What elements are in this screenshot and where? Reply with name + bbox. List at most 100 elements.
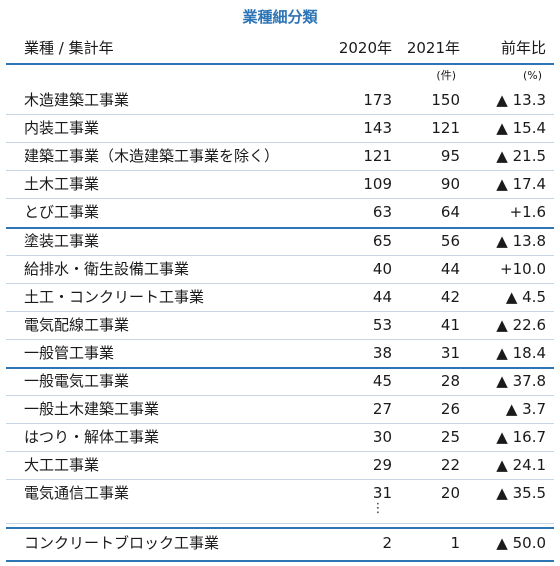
- row-separator: [6, 479, 554, 480]
- row-2020: 121: [363, 147, 392, 165]
- row-separator: [6, 423, 554, 424]
- table-row: はつり・解体工事業 30 25 ▲ 16.7: [0, 424, 560, 451]
- row-ratio: ▲ 37.8: [496, 372, 546, 390]
- row-2020: 31: [372, 484, 392, 502]
- row-ratio: ▲ 15.4: [496, 119, 546, 137]
- unit-row: (件) (%): [0, 68, 560, 84]
- row-separator: [6, 170, 554, 171]
- row-name: 塗装工事業: [24, 232, 100, 250]
- row-2020: 143: [363, 119, 392, 137]
- row-2021: 20: [440, 484, 460, 502]
- row-ratio: ▲ 35.5: [496, 484, 546, 502]
- table-row: 一般土木建築工事業 27 26 ▲ 3.7: [0, 396, 560, 423]
- table-row: 電気通信工事業 31 20 ▲ 35.5: [0, 480, 560, 507]
- table-row: 木造建築工事業 173 150 ▲ 13.3: [0, 87, 560, 114]
- row-2021: 44: [440, 260, 460, 278]
- row-separator: [6, 523, 554, 524]
- row-name: 一般電気工事業: [24, 372, 130, 390]
- row-ratio: +10.0: [500, 260, 546, 278]
- row-ratio: ▲ 22.6: [496, 316, 546, 334]
- row-name: とび工事業: [24, 203, 100, 221]
- header-name: 業種 / 集計年: [24, 39, 114, 57]
- row-separator: [6, 142, 554, 143]
- row-ratio: ▲ 18.4: [496, 344, 546, 362]
- table-row-last: コンクリートブロック工事業 2 1 ▲ 50.0: [0, 530, 560, 557]
- table-row: 土工・コンクリート工事業 44 42 ▲ 4.5: [0, 284, 560, 311]
- row-2020: 27: [372, 400, 392, 418]
- row-2021: 1: [450, 534, 460, 552]
- header-2021: 2021年: [406, 39, 460, 57]
- row-name: 土工・コンクリート工事業: [24, 288, 205, 306]
- row-ratio: +1.6: [509, 203, 546, 221]
- bottom-rule: [6, 560, 554, 562]
- table-title: 業種細分類: [242, 8, 318, 26]
- row-ratio: ▲ 3.7: [505, 400, 546, 418]
- row-name: 給排水・衛生設備工事業: [24, 260, 190, 278]
- table-row: 塗装工事業 65 56 ▲ 13.8: [0, 228, 560, 255]
- row-2021: 26: [440, 400, 460, 418]
- row-2020: 45: [372, 372, 392, 390]
- group-rule: [6, 527, 554, 529]
- row-name: 一般土木建築工事業: [24, 400, 160, 418]
- row-2021: 90: [440, 175, 460, 193]
- row-2020: 44: [372, 288, 392, 306]
- table-row: 建築工事業（木造建築工事業を除く） 121 95 ▲ 21.5: [0, 143, 560, 170]
- row-name: 電気配線工事業: [24, 316, 130, 334]
- row-2020: 29: [372, 456, 392, 474]
- row-ratio: ▲ 13.8: [496, 232, 546, 250]
- row-name: 木造建築工事業: [24, 91, 130, 109]
- row-2021: 42: [440, 288, 460, 306]
- row-separator: [6, 114, 554, 115]
- row-name: 土木工事業: [24, 175, 100, 193]
- row-name: はつり・解体工事業: [24, 428, 160, 446]
- row-2020: 2: [382, 534, 392, 552]
- row-separator: [6, 451, 554, 452]
- row-ratio: ▲ 13.3: [496, 91, 546, 109]
- row-2020: 173: [363, 91, 392, 109]
- row-2021: 64: [440, 203, 460, 221]
- row-separator: [6, 198, 554, 199]
- row-2021: 22: [440, 456, 460, 474]
- row-ratio: ▲ 50.0: [496, 534, 546, 552]
- row-2020: 65: [372, 232, 392, 250]
- table-row: 土木工事業 109 90 ▲ 17.4: [0, 171, 560, 198]
- row-2021: 150: [431, 91, 460, 109]
- row-2020: 38: [372, 344, 392, 362]
- row-2020: 30: [372, 428, 392, 446]
- row-separator: [6, 311, 554, 312]
- row-2021: 28: [440, 372, 460, 390]
- row-separator: [6, 395, 554, 396]
- row-2020: 40: [372, 260, 392, 278]
- row-ratio: ▲ 17.4: [496, 175, 546, 193]
- row-2021: 41: [440, 316, 460, 334]
- row-ratio: ▲ 4.5: [505, 288, 546, 306]
- row-separator: [6, 339, 554, 340]
- row-2021: 121: [431, 119, 460, 137]
- row-name: 内装工事業: [24, 119, 100, 137]
- header-2020: 2020年: [338, 39, 392, 57]
- row-ratio: ▲ 16.7: [496, 428, 546, 446]
- row-2020: 53: [372, 316, 392, 334]
- row-name: 一般管工事業: [24, 344, 115, 362]
- group-rule: [6, 367, 554, 369]
- table-row: 内装工事業 143 121 ▲ 15.4: [0, 115, 560, 142]
- header-ratio: 前年比: [500, 39, 546, 57]
- row-2020: 109: [363, 175, 392, 193]
- row-2021: 31: [440, 344, 460, 362]
- table-row: とび工事業 63 64 +1.6: [0, 199, 560, 226]
- table-row: 一般電気工事業 45 28 ▲ 37.8: [0, 368, 560, 395]
- row-separator: [6, 283, 554, 284]
- row-separator: [6, 255, 554, 256]
- table-row: 給排水・衛生設備工事業 40 44 +10.0: [0, 256, 560, 283]
- unit-count: (件): [436, 69, 456, 82]
- row-ratio: ▲ 24.1: [496, 456, 546, 474]
- row-name: 大工工事業: [24, 456, 100, 474]
- row-name: コンクリートブロック工事業: [24, 534, 220, 552]
- row-ratio: ▲ 21.5: [496, 147, 546, 165]
- header-row: 業種 / 集計年 2020年 2021年 前年比: [0, 35, 560, 61]
- table-row: 電気配線工事業 53 41 ▲ 22.6: [0, 312, 560, 339]
- row-2021: 95: [440, 147, 460, 165]
- row-2021: 56: [440, 232, 460, 250]
- group-rule: [6, 227, 554, 229]
- table-row: 一般管工事業 38 31 ▲ 18.4: [0, 340, 560, 367]
